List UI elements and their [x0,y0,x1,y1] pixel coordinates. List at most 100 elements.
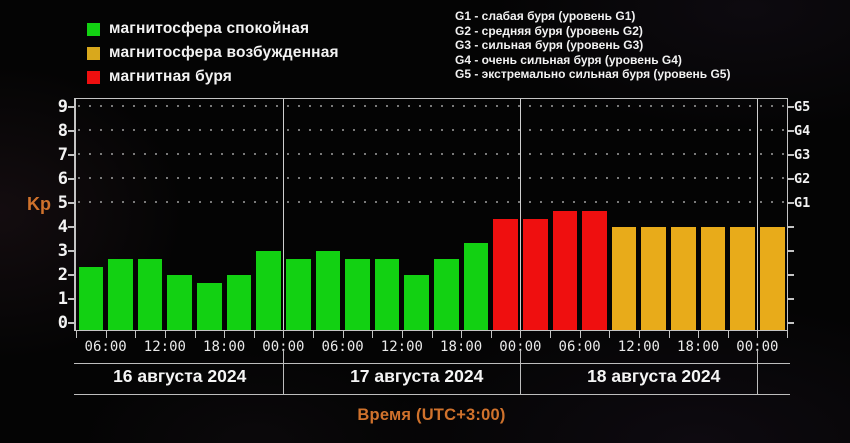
kp-bar [197,282,222,330]
x-axis-tick [372,331,374,338]
y-axis-tick [68,154,74,156]
y-axis-tick [68,322,74,324]
gridline-dotted [78,105,785,107]
x-axis-time-label: 06:00 [84,339,127,355]
right-axis-tick [788,298,794,300]
y-axis-tick [68,226,74,228]
x-axis-tick [401,331,403,338]
kp-plot [68,98,794,338]
right-axis-g-label: G4 [794,123,811,139]
kp-bar [522,219,548,330]
kp-bar [315,251,341,330]
x-axis-tick [461,331,463,338]
y-axis-tick [68,250,74,252]
x-axis-tick [787,331,788,338]
right-axis-tick [788,274,794,276]
x-axis-tick [194,331,196,338]
right-axis-g-label: G5 [794,99,811,115]
date-band: 16 августа 2024 17 августа 2024 18 августа… [74,350,790,395]
x-axis-tick [135,331,137,338]
x-axis-time-label: 06:00 [321,339,364,355]
legend-label: магнитосфера возбужденная [109,44,339,61]
y-axis-label: 3 [57,241,68,261]
kp-bar [226,275,252,330]
y-axis-tick [68,274,74,276]
kp-bar [493,219,518,330]
right-axis-tick [788,154,794,156]
x-axis-tick [253,331,255,338]
right-axis-g-label: G1 [794,195,811,211]
legend-item-quiet: магнитосфера спокойная [87,17,339,41]
right-axis-tick [788,250,794,252]
kp-bar [137,258,163,330]
x-axis-time-label: 18:00 [440,339,483,355]
right-axis-g-label: G2 [794,171,811,187]
day-boundary-line [283,99,285,330]
gridline-dotted [78,153,785,155]
legend: магнитосфера спокойная магнитосфера возб… [87,17,339,89]
x-axis-tick [550,331,551,338]
plot-top-border [76,98,788,99]
y-axis-label: 5 [57,193,68,213]
y-axis-line [74,98,76,331]
quiet-color-swatch-icon [87,22,100,36]
storm-level-list: G1 - слабая буря (уровень G1) G2 - средн… [455,9,730,82]
y-axis-tick [68,298,74,300]
x-axis-time-label: 00:00 [499,339,542,355]
storm-level-item-g2: G2 - средняя буря (уровень G2) [455,23,643,38]
y-axis-label: 9 [57,97,68,117]
storm-level-item-g4: G4 - очень сильная буря (уровень G4) [455,52,682,67]
day-boundary-line [520,99,522,330]
x-axis-tick [668,331,670,338]
right-axis-tick [788,322,794,324]
x-axis-tick [283,331,285,338]
x-axis-line [76,330,788,331]
x-axis-time-label: 00:00 [262,339,305,355]
x-axis-tick [431,331,433,338]
right-axis-tick [788,202,794,204]
storm-level-item-g3: G3 - сильная буря (уровень G3) [455,38,644,53]
date-label: 17 августа 2024 [350,366,484,386]
storm-color-swatch-icon [87,70,100,84]
y-axis-label: 1 [57,289,68,309]
y-axis-tick [68,130,74,132]
x-axis-time-label: 12:00 [143,339,186,355]
y-axis-tick [68,106,74,108]
date-band-top-line [74,363,790,364]
y-axis-tick [68,178,74,180]
x-axis-tick [105,331,107,338]
x-axis-time-label: 12:00 [380,339,423,355]
y-axis-label: 8 [57,121,68,141]
kp-bar [108,258,133,330]
kp-bar [345,258,370,330]
x-axis-tick [638,331,640,338]
x-axis-tick [609,331,611,338]
x-axis-time-label: 18:00 [677,339,720,355]
legend-label: магнитная буря [109,68,233,85]
excited-color-swatch-icon [87,46,100,60]
date-band-separator [520,350,522,394]
kp-bar [641,227,666,330]
gridline-dotted [78,129,785,131]
kp-bar [759,227,785,330]
x-axis-tick [757,331,759,338]
right-axis-line [787,98,788,331]
kp-bar [404,275,429,330]
right-axis-tick [788,226,794,228]
y-axis-label: 6 [57,169,68,189]
kp-bar [285,258,311,330]
y-axis-title: Kp [27,194,51,214]
kp-bar [256,251,281,330]
kp-bar [700,227,726,330]
right-axis-tick [788,178,794,180]
x-axis-tick [579,331,581,338]
gridline-dotted [78,177,785,179]
kp-bar [374,258,400,330]
y-axis-label: 4 [57,217,68,237]
x-axis-tick [224,331,226,338]
x-axis-time-label: 00:00 [736,339,779,355]
kp-bar [463,243,489,330]
y-axis-label: 2 [57,265,68,285]
x-axis-tick [727,331,729,338]
